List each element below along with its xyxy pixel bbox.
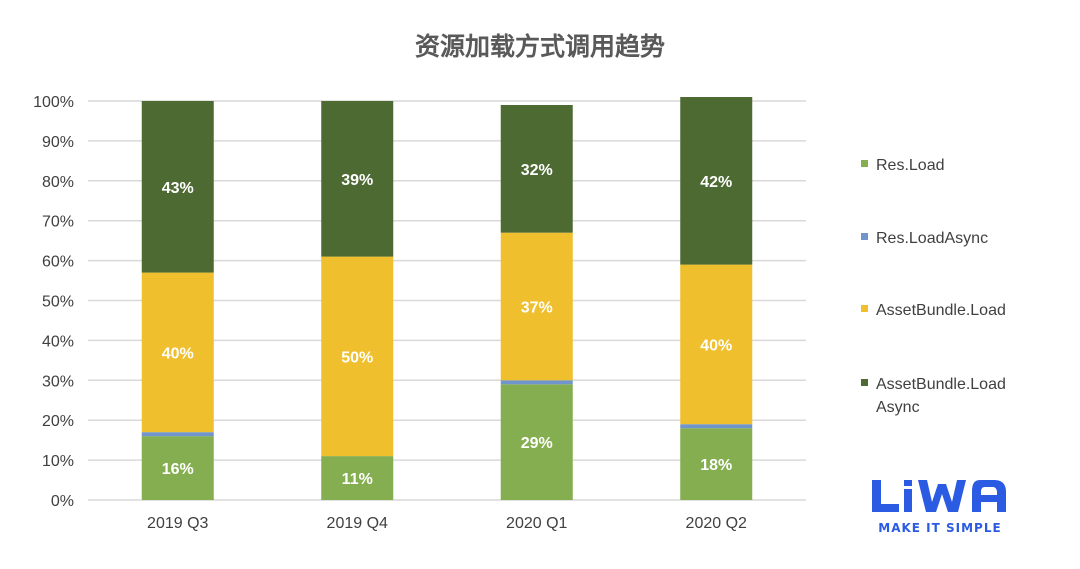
legend-label: AssetBundle.Load — [876, 376, 1006, 393]
company-logo: MAKE IT SIMPLE — [866, 472, 1041, 542]
y-tick-label: 70% — [42, 214, 74, 231]
data-label: 50% — [341, 349, 373, 366]
data-label: 16% — [162, 461, 194, 478]
legend-swatch — [861, 379, 868, 386]
x-tick-label: 2019 Q4 — [327, 515, 388, 532]
legend-label: AssetBundle.Load — [876, 302, 1006, 319]
data-label: 40% — [700, 337, 732, 354]
y-tick-label: 0% — [51, 493, 74, 510]
data-label: 42% — [700, 174, 732, 191]
bar-segment — [321, 256, 394, 457]
logo-wordmark — [872, 480, 1006, 512]
y-tick-label: 40% — [42, 333, 74, 350]
y-tick-label: 60% — [42, 254, 74, 271]
data-label: 11% — [342, 471, 373, 488]
logo-tagline: MAKE IT SIMPLE — [878, 521, 1001, 535]
bar-segment — [500, 384, 573, 500]
data-label: 39% — [341, 172, 373, 189]
bar-segment — [680, 97, 753, 265]
data-label: 18% — [700, 457, 732, 474]
y-tick-label: 30% — [42, 373, 74, 390]
legend-swatch — [861, 160, 868, 167]
y-tick-label: 90% — [42, 134, 74, 151]
bar-segment — [500, 232, 573, 381]
legend-swatch — [861, 305, 868, 312]
y-tick-label: 50% — [42, 294, 74, 311]
data-label: 37% — [521, 299, 553, 316]
data-label: 29% — [521, 435, 553, 452]
legend-label-cont: Async — [876, 399, 920, 416]
bar-segment — [141, 432, 214, 437]
legend-label: Res.Load — [876, 157, 945, 174]
x-tick-label: 2019 Q3 — [147, 515, 208, 532]
bar-segment — [141, 436, 214, 500]
data-label: 40% — [162, 345, 194, 362]
y-tick-label: 80% — [42, 174, 74, 191]
y-tick-label: 10% — [42, 453, 74, 470]
y-tick-label: 20% — [42, 413, 74, 430]
x-tick-label: 2020 Q1 — [506, 515, 567, 532]
chart-title: 资源加载方式调用趋势 — [415, 32, 665, 61]
bar-segment — [680, 424, 753, 429]
bar-segment — [141, 101, 214, 273]
logo-graphic: MAKE IT SIMPLE — [872, 480, 1006, 535]
bar-segment — [680, 428, 753, 500]
x-tick-label: 2020 Q2 — [686, 515, 747, 532]
bar-segment — [500, 104, 573, 233]
bar-segment — [680, 264, 753, 425]
data-label: 32% — [521, 162, 553, 179]
data-label: 43% — [162, 180, 194, 197]
bar-segment — [500, 380, 573, 385]
y-tick-label: 100% — [33, 94, 74, 111]
bar-segment — [321, 456, 394, 500]
legend-swatch — [861, 233, 868, 240]
bar-segment — [321, 101, 394, 257]
bar-segment — [141, 272, 214, 433]
legend-label: Res.LoadAsync — [876, 230, 988, 247]
